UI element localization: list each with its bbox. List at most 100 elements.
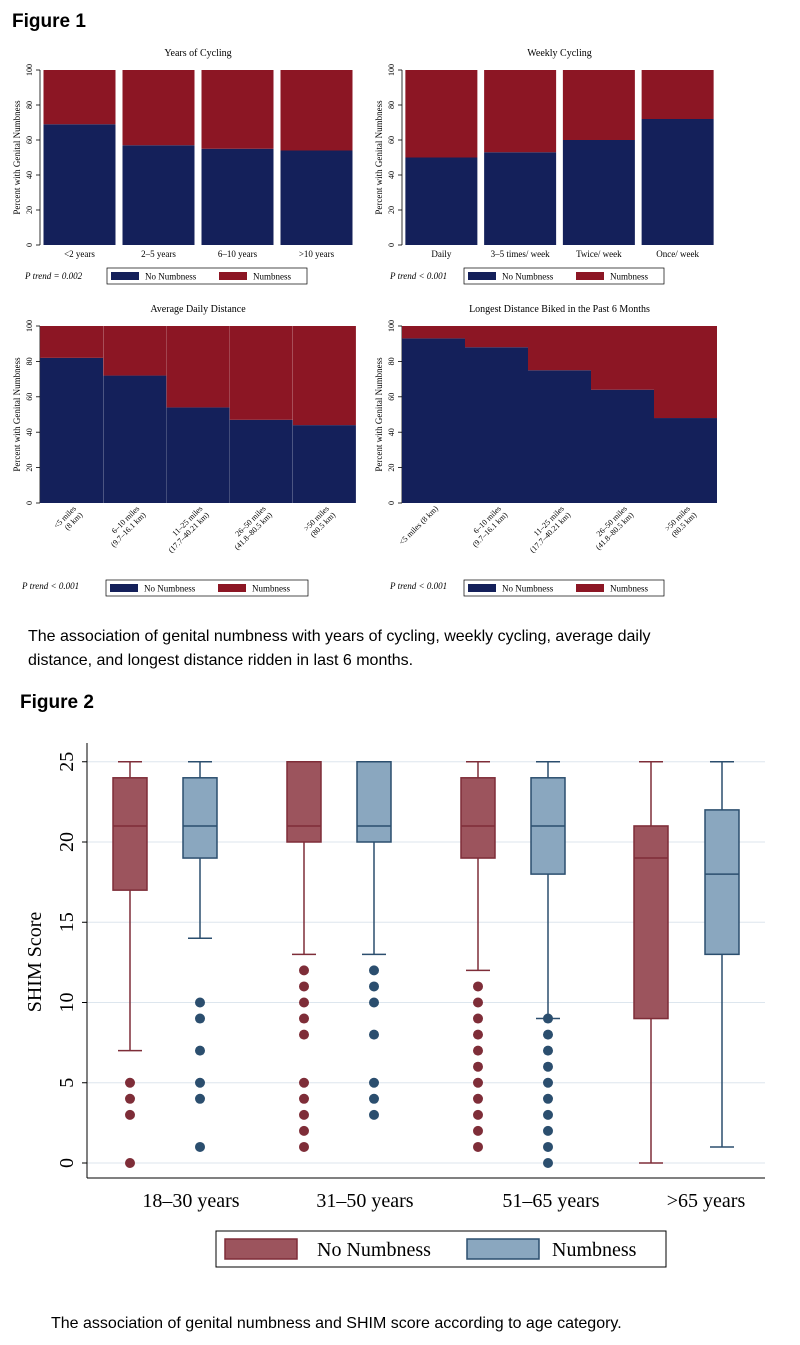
bar-numbness	[484, 70, 557, 153]
x-tick-label: <5 miles (8 km)	[397, 504, 440, 547]
y-axis-label: Percent with Genital Numbness	[12, 357, 22, 472]
outlier-point	[195, 1045, 205, 1056]
panel-title: Average Daily Distance	[150, 304, 246, 315]
legend-swatch-numbness	[219, 272, 247, 280]
bar-no-numbness	[405, 157, 478, 245]
legend: No Numbness Numbness	[215, 1230, 667, 1268]
outlier-point	[195, 997, 205, 1008]
bar-numbness	[405, 70, 478, 158]
bar-numbness	[229, 326, 293, 420]
outlier-point	[473, 1141, 483, 1152]
legend-swatch-no-numbness	[110, 584, 138, 592]
bar-no-numbness	[166, 407, 230, 503]
x-tick-label: Once/ week	[656, 249, 699, 259]
box-no-numbness	[112, 761, 148, 1168]
legend-label-numbness: Numbness	[610, 272, 648, 282]
bar-numbness	[280, 70, 353, 151]
legend-box	[463, 267, 665, 285]
panel-title: Longest Distance Biked in the Past 6 Mon…	[469, 304, 650, 315]
outlier-point	[369, 1029, 379, 1040]
y-tick-label: 40	[387, 171, 396, 179]
legend: No Numbness Numbness	[106, 267, 308, 285]
bar-no-numbness	[402, 338, 465, 503]
bar-panel-3: Average Daily Distance 0 20 40 60 80 100 Percen…	[12, 304, 356, 597]
bar-no-numbness	[280, 150, 353, 245]
bar-no-numbness	[40, 357, 104, 503]
x-tick-label: >65 years	[667, 1190, 746, 1212]
outlier-point	[299, 1013, 309, 1024]
outlier-point	[369, 1109, 379, 1120]
x-tick-label: 18–30 years	[142, 1190, 239, 1212]
outlier-point	[473, 1077, 483, 1088]
p-trend-annotation: P trend < 0.001	[21, 581, 79, 591]
y-tick-label: 20	[387, 464, 396, 472]
y-tick-label: 80	[387, 101, 396, 109]
outlier-point	[473, 981, 483, 992]
outlier-point	[473, 1061, 483, 1072]
x-tick-label: 11–25 miles(17.7–40.21 km)	[522, 504, 573, 555]
y-tick-label: 20	[25, 464, 34, 472]
figure-2-label: Figure 2	[20, 692, 94, 713]
figure-1-caption-line-2: distance, and longest distance ridden in…	[28, 652, 413, 669]
y-tick-label: 100	[25, 320, 34, 332]
interquartile-box	[356, 761, 392, 843]
y-tick-label: 0	[387, 243, 396, 247]
box-numbness	[356, 761, 392, 1120]
figure-1-caption-line-1: The association of genital numbness with…	[28, 628, 651, 645]
outlier-point	[369, 965, 379, 976]
bar-numbness	[43, 70, 116, 125]
box-no-numbness	[286, 761, 322, 1152]
x-tick-label: 26–50 miles(41.8–80.5 km)	[588, 504, 636, 552]
outlier-point	[543, 1109, 553, 1120]
panel-title: Years of Cycling	[164, 48, 231, 59]
legend-swatch-numbness	[218, 584, 246, 592]
outlier-point	[299, 1125, 309, 1136]
box-numbness	[182, 761, 218, 1152]
bar-no-numbness	[292, 425, 356, 503]
x-tick-label: 6–10 years	[218, 249, 258, 259]
legend-swatch-numbness	[576, 272, 604, 280]
bar-no-numbness	[43, 124, 116, 245]
bar-numbness	[402, 326, 465, 339]
y-axis-label: Percent with Genital Numbness	[374, 100, 384, 215]
legend-label-numbness: Numbness	[252, 584, 290, 594]
interquartile-box	[704, 809, 740, 956]
legend-box	[105, 579, 309, 597]
outlier-point	[195, 1093, 205, 1104]
outlier-point	[473, 1109, 483, 1120]
outlier-point	[543, 1013, 553, 1024]
outlier-point	[299, 1029, 309, 1040]
interquartile-box	[112, 777, 148, 891]
legend-swatch-numbness	[576, 584, 604, 592]
x-tick-label: Twice/ week	[576, 249, 622, 259]
x-tick-label: >50 miles(80.5 km)	[302, 504, 337, 539]
legend-swatch-numbness	[466, 1238, 540, 1260]
legend: No Numbness Numbness	[463, 579, 665, 597]
y-axis-label: SHIM Score	[24, 912, 46, 1013]
outlier-point	[543, 1077, 553, 1088]
y-tick-label: 20	[387, 206, 396, 214]
y-tick-label: 60	[25, 136, 34, 144]
figure-2-boxplot: 0 5 10 15 20 25 SHIM Score 18–30 years 31–50 yea…	[24, 743, 765, 1268]
bar-no-numbness	[528, 370, 591, 503]
outlier-point	[369, 981, 379, 992]
bar-no-numbness	[103, 375, 167, 503]
outlier-point	[299, 1141, 309, 1152]
y-tick-label: 60	[387, 136, 396, 144]
y-tick-label: 0	[56, 1158, 78, 1168]
y-tick-label: 5	[56, 1078, 78, 1088]
outlier-point	[369, 1093, 379, 1104]
x-tick-label: 31–50 years	[316, 1190, 413, 1212]
outlier-point	[543, 1093, 553, 1104]
outlier-point	[125, 1109, 135, 1120]
box-numbness	[704, 761, 740, 1148]
figure-2-caption: The association of genital numbness and …	[51, 1315, 622, 1332]
y-tick-label: 40	[25, 428, 34, 436]
bar-panel-1: Years of Cycling 0 20 40 60 80 100 Percent with…	[12, 48, 353, 285]
x-tick-label: >50 miles(80.5 km)	[663, 504, 698, 539]
y-tick-label: 15	[56, 912, 78, 932]
y-tick-label: 80	[25, 101, 34, 109]
y-tick-label: 100	[387, 320, 396, 332]
legend-swatch-no-numbness	[111, 272, 139, 280]
